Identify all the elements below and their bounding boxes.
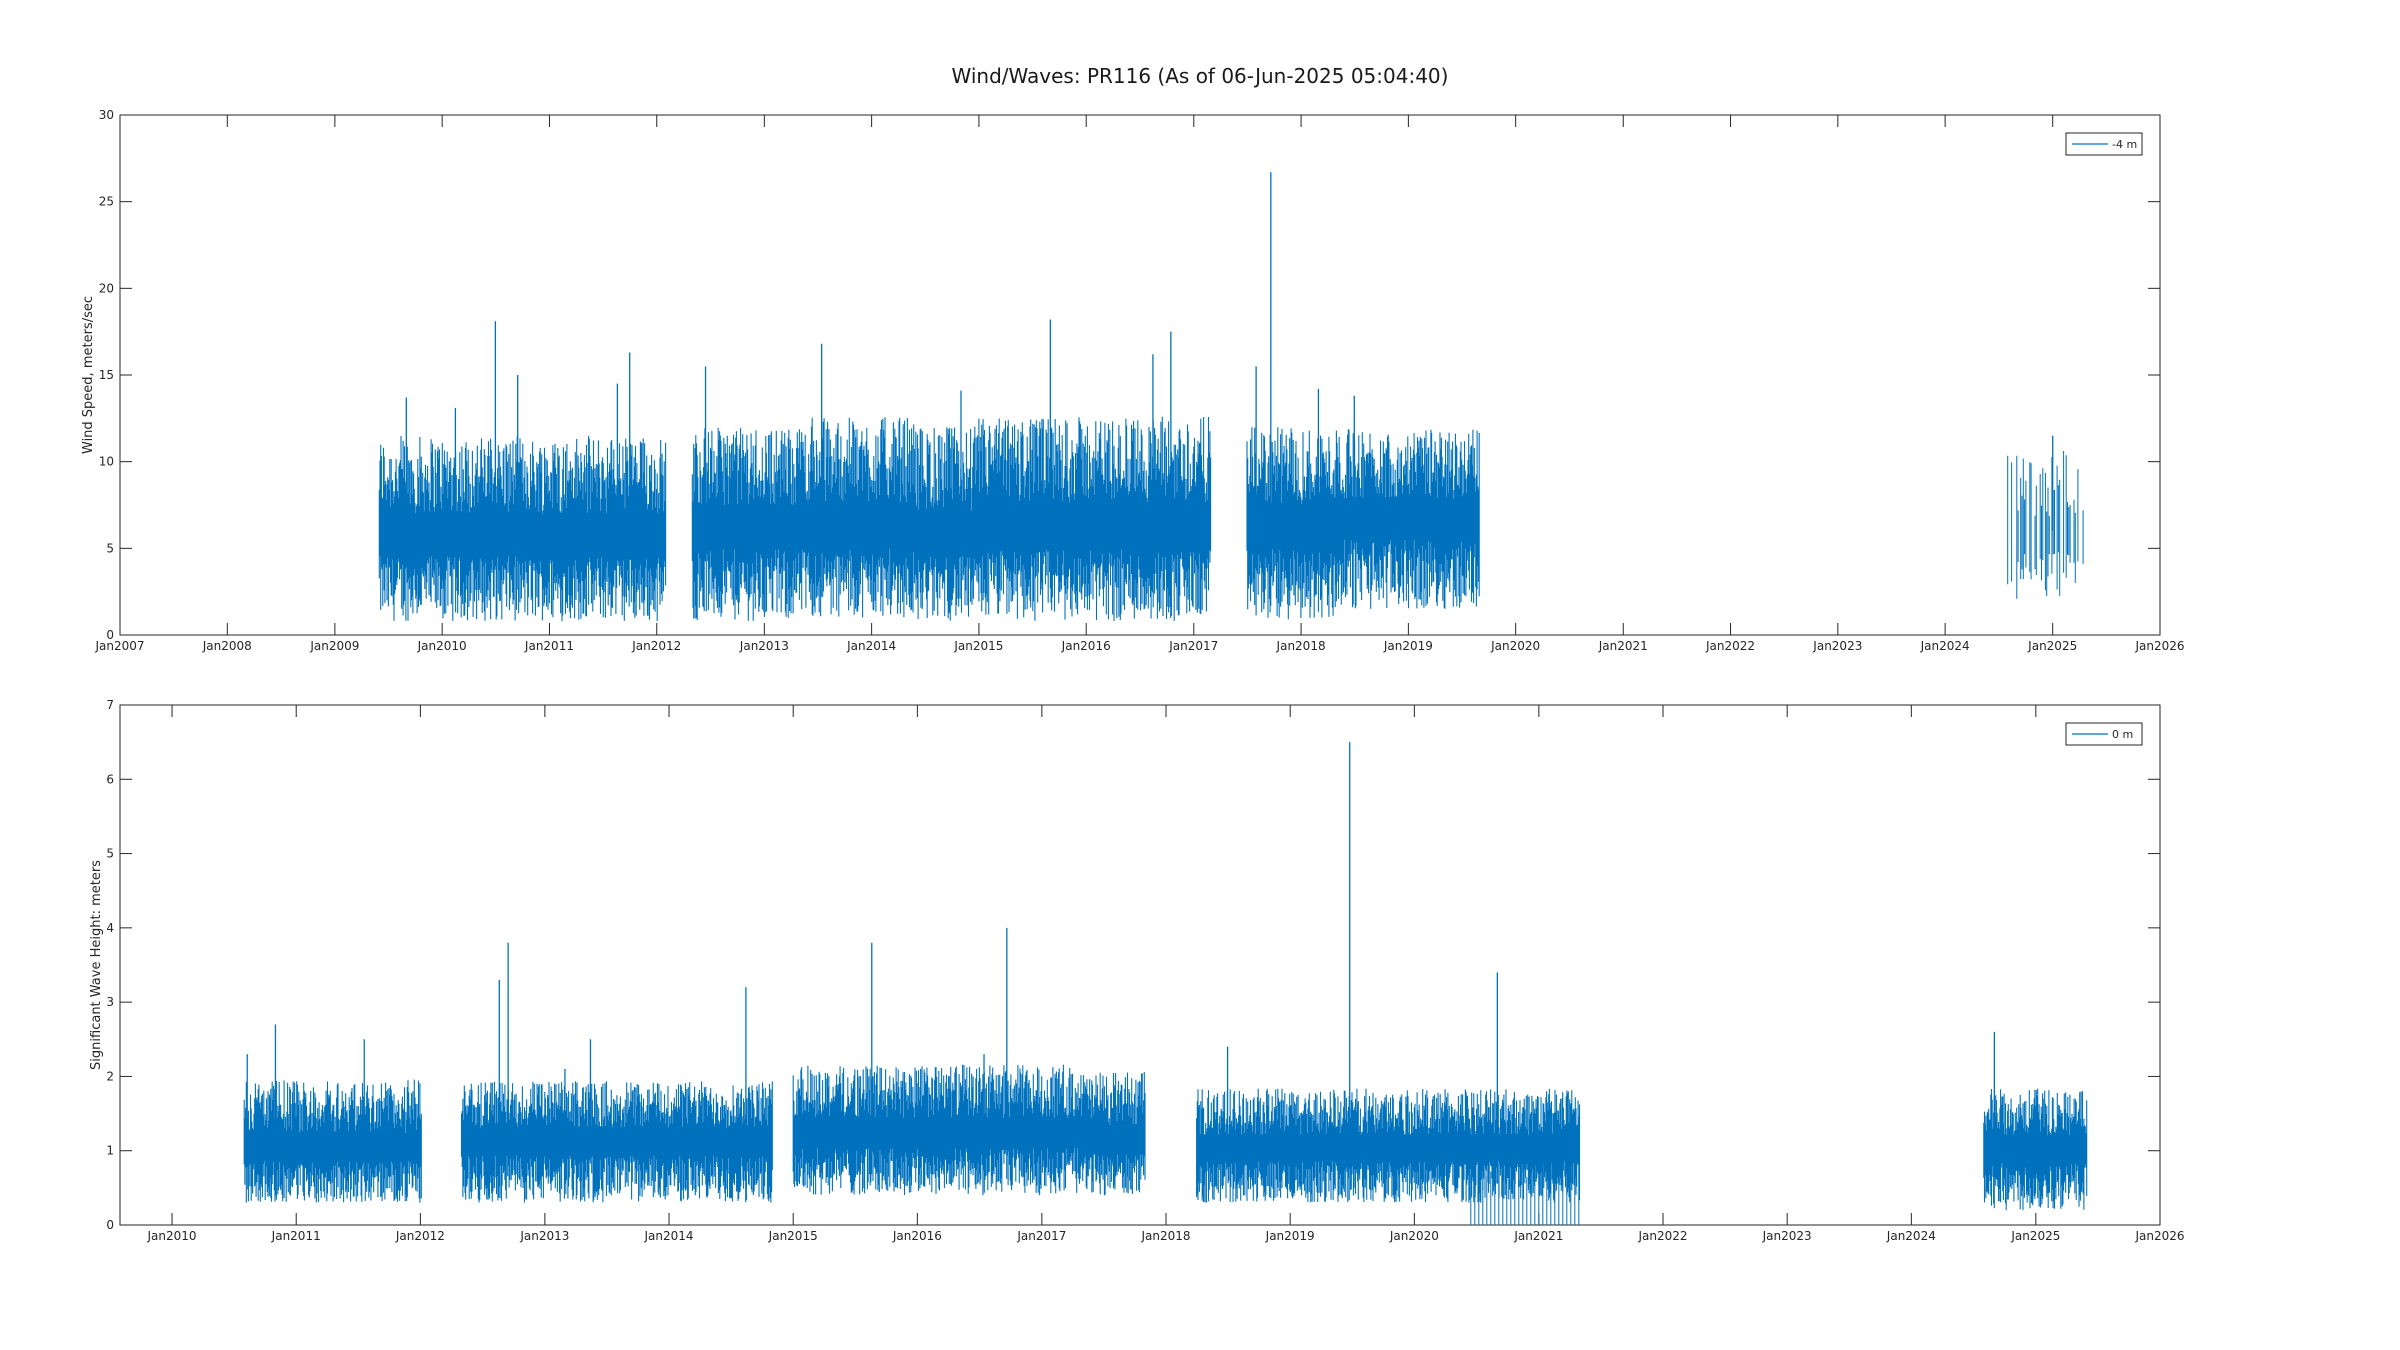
y-tick-label: 5 <box>106 541 114 555</box>
series-segment <box>460 1081 773 1203</box>
figure-title: Wind/Waves: PR116 (As of 06-Jun-2025 05:… <box>951 64 1449 88</box>
y-tick-label: 2 <box>106 1069 114 1083</box>
x-tick-label: Jan2008 <box>202 639 252 653</box>
x-tick-label: Jan2020 <box>1490 639 1540 653</box>
series-segment <box>1196 1088 1581 1203</box>
x-tick-label: Jan2012 <box>395 1229 445 1243</box>
x-tick-label: Jan2026 <box>2134 1229 2184 1243</box>
x-tick-label: Jan2007 <box>94 639 144 653</box>
x-tick-label: Jan2013 <box>519 1229 569 1243</box>
x-tick-label: Jan2017 <box>1168 639 1218 653</box>
x-tick-label: Jan2017 <box>1016 1229 1066 1243</box>
series-segment <box>792 1064 1083 1196</box>
series-segment <box>691 427 800 621</box>
y-tick-label: 3 <box>106 995 114 1009</box>
legend: 0 m <box>2065 722 2143 746</box>
x-tick-label: Jan2020 <box>1389 1229 1439 1243</box>
y-tick-label: 0 <box>106 1218 114 1232</box>
x-tick-label: Jan2019 <box>1265 1229 1315 1243</box>
x-tick-label: Jan2010 <box>417 639 467 653</box>
series-segment <box>1335 429 1480 609</box>
wind-speed-panel: 0 5 10 15 20 25 30 Jan2007 Jan2008 Jan2009 Jan2010… <box>81 108 2185 653</box>
y-tick-label: 15 <box>99 368 114 382</box>
x-tick-label: Jan2014 <box>846 639 896 653</box>
series-segment <box>2007 451 2084 599</box>
x-tick-label: Jan2023 <box>1812 639 1862 653</box>
legend: -4 m <box>2065 132 2143 156</box>
y-axis-label: Wind Speed, meters/sec <box>81 296 96 454</box>
x-tick-label: Jan2026 <box>2134 639 2184 653</box>
x-tick-label: Jan2025 <box>2010 1229 2060 1243</box>
y-tick-label: 6 <box>106 772 114 786</box>
series-0m <box>243 742 2088 1225</box>
series-segment <box>915 426 979 621</box>
x-tick-label: Jan2013 <box>739 639 789 653</box>
series-segment <box>978 416 1212 621</box>
series-segment <box>378 436 667 622</box>
y-tick-label: 7 <box>106 698 114 712</box>
series-segment <box>1246 427 1337 620</box>
x-tick-label: Jan2011 <box>271 1229 321 1243</box>
series-segment <box>799 417 917 618</box>
dropout-lines <box>1470 1150 1580 1225</box>
x-tick-label: Jan2010 <box>147 1229 197 1243</box>
x-tick-label: Jan2024 <box>1886 1229 1936 1243</box>
x-tick-label: Jan2011 <box>524 639 574 653</box>
y-tick-label: 0 <box>106 628 114 642</box>
x-tick-label: Jan2021 <box>1513 1229 1563 1243</box>
legend-label: 0 m <box>2112 728 2133 741</box>
x-tick-label: Jan2018 <box>1140 1229 1190 1243</box>
y-tick-label: 30 <box>99 108 114 122</box>
x-tick-label: Jan2021 <box>1598 639 1648 653</box>
x-tick-label: Jan2024 <box>1920 639 1970 653</box>
x-tick-label: Jan2016 <box>1061 639 1111 653</box>
x-tick-label: Jan2022 <box>1637 1229 1687 1243</box>
series-segment <box>1082 1072 1146 1196</box>
x-tick-label: Jan2012 <box>631 639 681 653</box>
y-axis-label: Significant Wave Height: meters <box>89 860 104 1070</box>
x-tick-label: Jan2016 <box>892 1229 942 1243</box>
y-tick-label: 25 <box>99 195 114 209</box>
x-tick-label: Jan2023 <box>1762 1229 1812 1243</box>
y-tick-label: 1 <box>106 1144 114 1158</box>
axes-box <box>119 704 2161 1226</box>
legend-label: -4 m <box>2112 138 2137 151</box>
x-tick-label: Jan2009 <box>309 639 359 653</box>
x-tick-label: Jan2015 <box>768 1229 818 1243</box>
x-tick-label: Jan2018 <box>1276 639 1326 653</box>
x-tick-label: Jan2014 <box>644 1229 694 1243</box>
x-tick-label: Jan2019 <box>1383 639 1433 653</box>
y-tick-label: 5 <box>106 847 114 861</box>
series--4m <box>378 172 2084 622</box>
x-tick-label: Jan2022 <box>1705 639 1755 653</box>
series-segment <box>1983 1088 2088 1211</box>
y-tick-label: 10 <box>99 455 114 469</box>
x-tick-label: Jan2015 <box>953 639 1003 653</box>
x-tick-label: Jan2025 <box>2027 639 2077 653</box>
y-tick-label: 20 <box>99 281 114 295</box>
series-segment <box>243 1079 422 1203</box>
y-tick-label: 4 <box>106 921 114 935</box>
wave-height-panel: 0 1 2 3 4 5 6 7 Jan2010 Jan2011 Jan2012 Jan2013 Jan2… <box>89 698 2185 1243</box>
